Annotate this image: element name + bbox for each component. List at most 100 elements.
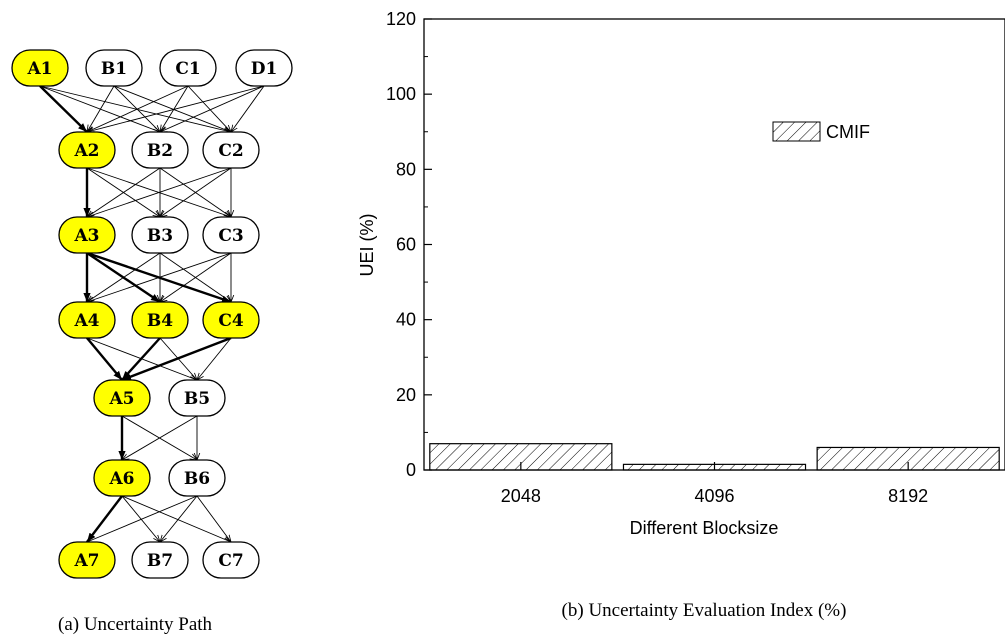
node-shape [131,131,189,169]
node-label: C3 [218,226,243,246]
node-label: A6 [108,469,134,489]
node-label: B5 [184,389,210,409]
node-label: A2 [73,141,99,161]
edge-D1-C2 [231,85,265,132]
y-axis-title: UEI (%) [357,214,377,277]
node-label: A3 [73,226,99,246]
y-tick-label: 80 [396,159,416,179]
edge-B6-C7 [196,495,231,542]
edge-A1-C2 [39,85,231,132]
y-tick-label: 60 [396,235,416,255]
node-a5: A5 [93,379,151,417]
edge-C2-A3 [87,167,232,217]
edge-C3-B4 [160,252,232,302]
right-caption: (b) Uncertainty Evaluation Index (%) [562,600,847,621]
uncertainty-path-graph: A1 B1 C1 D1 A2 B2 C2 A3 B3 C3 A4 B4 C4 A5 B5 A6 B6 A7 B7 C7 [11,49,293,579]
node-label: A7 [73,551,99,571]
edge-A6-A7 [86,495,123,543]
edge-C1-A2 [87,85,189,132]
node-shape [58,131,116,169]
node-shape [159,49,217,87]
node-a1: A1 [11,49,69,87]
y-tick-label: 40 [396,310,416,330]
edge-B3-A4 [87,252,161,302]
edge-C1-C2 [187,85,231,132]
edge-B2-A3 [87,167,161,217]
node-a3: A3 [58,216,116,254]
x-tick-label: 2048 [501,486,541,506]
node-c7: C7 [202,541,260,579]
node-b7: B7 [131,541,189,579]
edge-B4-A5 [121,337,161,381]
edge-B6-A7 [87,495,198,542]
edge-B1-A2 [87,85,115,132]
node-shape [202,216,260,254]
x-axis: 2048 4096 8192 [501,462,928,506]
node-shape [58,541,116,579]
y-tick-label: 20 [396,385,416,405]
node-label: B6 [184,469,210,489]
legend-swatch [772,121,821,142]
node-label: B7 [147,551,173,571]
edge-D1-B2 [160,85,265,132]
node-b5: B5 [168,379,226,417]
node-c3: C3 [202,216,260,254]
bar-chart: 0 20 40 60 80 100 120 2048 4096 8192 Different B… [357,9,1005,538]
node-c2: C2 [202,131,260,169]
node-label: B4 [147,311,173,331]
x-tick-label: 4096 [694,486,734,506]
graph-nodes: A1 B1 C1 D1 A2 B2 C2 A3 B3 C3 A4 B4 C4 A5 B5 A6 B6 A7 B7 C7 [11,49,293,579]
edge-C3-A4 [87,252,232,302]
node-a4: A4 [58,301,116,339]
node-label: A4 [73,311,99,331]
node-shape [235,49,293,87]
node-shape [93,379,151,417]
node-b1: B1 [85,49,143,87]
node-shape [131,301,189,339]
edge-B5-A6 [122,415,198,460]
y-tick-label: 0 [406,460,416,480]
legend: CMIF [772,121,870,142]
node-c4: C4 [202,301,260,339]
node-label: A5 [108,389,134,409]
node-shape [168,459,226,497]
y-tick-label: 120 [386,9,416,29]
edge-C4-B5 [197,337,232,380]
node-label: C1 [175,59,200,79]
node-label: C2 [218,141,243,161]
node-label: B3 [147,226,173,246]
node-d1: D1 [235,49,293,87]
edge-A6-C7 [121,495,231,542]
edge-D1-A2 [87,85,265,132]
edge-C4-A5 [121,336,232,382]
x-tick-label: 8192 [888,486,928,506]
node-label: C4 [218,311,244,331]
node-shape [131,216,189,254]
node-shape [202,541,260,579]
node-shape [11,49,69,87]
graph-edges [39,85,265,543]
node-a2: A2 [58,131,116,169]
node-a7: A7 [58,541,116,579]
node-b6: B6 [168,459,226,497]
node-shape [58,301,116,339]
node-shape [168,379,226,417]
node-label: A1 [26,59,52,79]
node-shape [202,301,260,339]
edge-B6-B7 [160,495,198,542]
node-b4: B4 [131,301,189,339]
node-shape [131,541,189,579]
node-label: B2 [147,141,173,161]
node-c1: C1 [159,49,217,87]
node-b3: B3 [131,216,189,254]
edge-B1-C2 [113,85,231,132]
edge-A1-A2 [39,85,88,133]
x-axis-title: Different Blocksize [630,518,779,538]
node-shape [85,49,143,87]
y-axis: 0 20 40 60 80 100 120 [386,9,432,480]
left-caption: (a) Uncertainty Path [58,614,213,635]
y-tick-label: 100 [386,84,416,104]
edge-A4-A5 [86,337,123,381]
node-shape [58,216,116,254]
